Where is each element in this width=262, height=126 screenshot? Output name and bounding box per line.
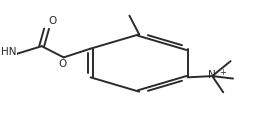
Text: O: O xyxy=(48,16,57,26)
Text: O: O xyxy=(58,59,67,69)
Text: N: N xyxy=(208,70,216,81)
Text: +: + xyxy=(219,68,226,77)
Text: HN: HN xyxy=(1,47,16,57)
